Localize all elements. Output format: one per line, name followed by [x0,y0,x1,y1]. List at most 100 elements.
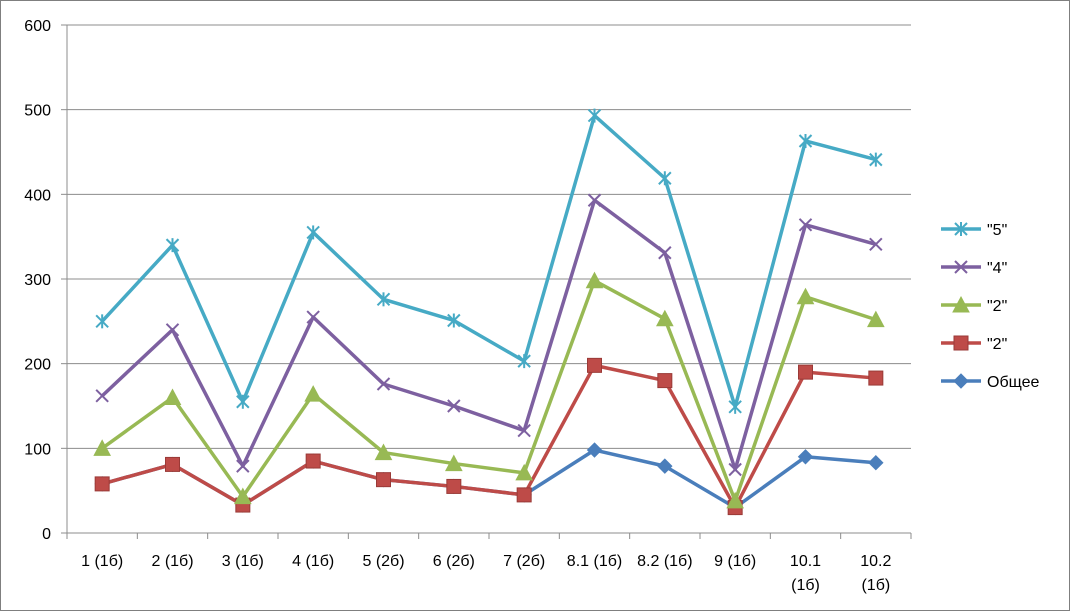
star-marker [95,314,109,329]
x-tick-label-line: 9 (1б) [714,553,756,570]
legend-item: "4" [941,260,1007,277]
x-marker-stroke [954,260,968,274]
x-marker [447,399,461,413]
y-tick-label: 200 [24,357,51,374]
square-marker [376,472,391,488]
triangle-marker [796,287,815,305]
x-tick-label: 7 (2б) [503,553,545,570]
x-marker-stroke [447,399,461,413]
square-marker [953,335,969,351]
triangle-marker [655,309,674,327]
x-tick-label-line: 7 (2б) [503,553,545,570]
legend-label: Общее [987,374,1039,391]
series-line [100,198,877,472]
legend-item: "2" [941,295,1007,315]
gridlines [67,24,911,449]
x-tick-label-line: 10.2 [860,553,891,570]
x-marker-stroke [728,462,742,477]
x-tick-label-line: 3 (1б) [222,553,264,570]
star-marker [165,238,180,253]
triangle-marker [304,385,322,402]
x-marker [954,260,968,274]
series-lines [93,108,885,516]
star-marker [587,108,602,123]
legend-item: Общее [941,373,1039,391]
y-tick-label: 300 [24,272,51,289]
x-marker-stroke [236,459,250,473]
x-tick-label: 1 (1б) [81,553,123,570]
x-marker [306,310,320,324]
diamond-marker [657,458,673,474]
x-tick-label-line: 4 (1б) [292,553,334,570]
square-marker [94,476,110,492]
x-tick-label: 3 (1б) [222,553,264,570]
x-marker-stroke [798,218,813,232]
star-marker [517,354,531,369]
axes: 0 100 200 300 400 500 600 1 (1б) 2 (1б) 3 (1б) 4 (… [24,18,912,594]
legend-label: "4" [987,260,1007,277]
triangle-marker [515,463,534,481]
triangle-marker [93,439,111,456]
x-marker [798,218,813,232]
x-tick-label: 4 (1б) [292,553,334,570]
y-tick-label: 600 [24,18,51,35]
diamond-marker [953,373,969,389]
square-marker [165,456,180,472]
star-marker [376,292,391,307]
square-marker [657,373,673,389]
square-marker [798,364,813,380]
legend: "5" "4" "2" "2" Общее [941,222,1039,391]
star-marker [869,152,883,167]
x-marker [517,423,531,438]
star-marker [306,225,320,240]
star-marker [798,133,813,148]
x-marker-stroke [376,377,391,391]
x-marker [869,237,883,251]
x-marker-stroke [95,389,109,403]
x-marker [587,193,602,207]
x-tick-label-line: 10.1 [790,553,821,570]
series-line [101,278,877,503]
legend-item: "2" [941,335,1007,353]
x-marker [236,459,250,473]
square-marker [516,487,532,503]
x-marker-stroke [869,237,883,251]
x-marker-stroke [658,246,672,260]
series-line [101,363,876,510]
x-tick-label-line: (1б) [791,577,820,594]
x-tick-label: 2 (1б) [151,553,193,570]
triangle-marker [233,487,252,505]
legend-label: "5" [987,222,1007,239]
x-tick-label-line: 8.2 (1б) [637,553,692,570]
x-marker-stroke [165,323,180,337]
x-marker [165,323,180,337]
triangle-marker [374,443,393,461]
diamond-marker [868,455,884,471]
square-marker [446,478,462,494]
x-tick-label-line: 2 (1б) [151,553,193,570]
x-tick-label: 5 (2б) [362,553,404,570]
x-tick-label-line: (1б) [861,577,890,594]
x-tick-label: 10.2 (1б) [860,553,891,594]
triangle-marker [866,310,885,328]
y-tick-label: 100 [24,441,51,458]
square-marker [587,357,602,373]
diamond-marker [797,449,814,465]
triangle-marker [952,295,970,313]
y-tick-label: 500 [24,103,51,120]
x-tick-label: 8.1 (1б) [567,553,622,570]
star-marker [954,222,968,236]
triangle-marker [163,388,182,406]
star-marker [447,313,461,328]
x-tick-label-line: 5 (2б) [362,553,404,570]
x-marker-stroke [306,310,320,324]
legend-label: "2" [987,298,1007,315]
series-3 [95,193,883,477]
series-4 [95,108,883,414]
x-marker [95,389,109,403]
series-line [100,113,877,409]
star-marker [236,394,250,409]
triangle-marker [585,271,604,289]
